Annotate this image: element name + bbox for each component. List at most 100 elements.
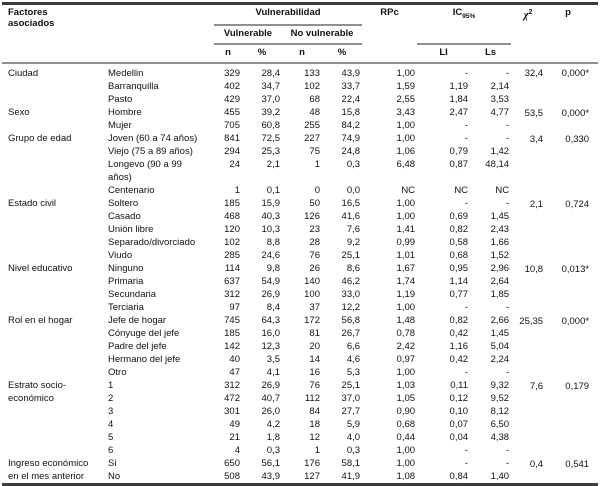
ci-upper-cell: 1,85 [490,288,510,300]
ci-lower-cell: 0,84 [449,470,469,482]
n-no-vulnerable-cell: 20 [309,340,320,352]
factor-level: Pasto [108,93,133,105]
n-no-vulnerable-cell: 1 [314,444,320,456]
ci-upper-cell: - [505,457,510,469]
ci-lower-cell: - [464,119,469,131]
factor-level: Padre del jefe [108,340,167,352]
factor-level: Si [108,457,117,469]
factor-level: Longevo (90 a 99 años) [108,158,182,183]
header-pct-vulnerable: % [257,46,267,58]
rpc-cell: 6,48 [396,158,416,170]
pct-no-vulnerable-cell: 7,6 [346,223,361,235]
pct-no-vulnerable-cell: 25,1 [341,249,361,261]
n-no-vulnerable-cell: 133 [304,67,320,79]
ci-lower-cell: 0,12 [449,392,469,404]
header-pct-no-vulnerable: % [337,46,347,58]
n-no-vulnerable-cell: 23 [309,223,320,235]
ci-upper-cell: 2,64 [490,275,510,287]
pct-vulnerable-cell: 40,7 [261,392,281,404]
ci-upper-cell: 9,52 [490,392,510,404]
ci-subscript: 95% [462,12,476,20]
rpc-cell: 1,00 [396,444,416,456]
n-no-vulnerable-cell: 12 [309,431,320,443]
factor-level: 3 [108,405,114,417]
ci-upper-cell: 4,77 [490,106,510,118]
table-row: Sexo Hombre 455 39,2 48 15,8 3,43 2,47 4,77 53,5 0… [2,106,598,119]
factor-level: 6 [108,444,114,456]
factor-level: Unión libre [108,223,154,235]
pct-no-vulnerable-cell: 46,2 [341,275,361,287]
n-no-vulnerable-cell: 76 [309,249,320,261]
pct-vulnerable-cell: 1,8 [266,431,280,443]
rpc-cell: 1,00 [396,301,416,313]
n-vulnerable-cell: 312 [224,288,240,300]
table-row: Viejo (75 a 89 años) 294 25,3 75 24,8 1,06 0,7… [2,145,598,158]
n-no-vulnerable-cell: 75 [309,145,320,157]
ci-lower-cell: 1,19 [449,80,469,92]
pct-no-vulnerable-cell: 27,7 [341,405,361,417]
n-vulnerable-cell: 4 [234,444,240,456]
table-row: Terciaria 97 8,4 37 12,2 1,00 - - [2,301,598,314]
chi-square-cell: 25,35 [519,315,544,327]
ci-lower-cell: 0,68 [449,249,469,261]
pct-no-vulnerable-cell: 9,2 [346,236,361,248]
rpc-cell: 1,67 [396,262,416,274]
factor-level: Terciaria [108,301,144,313]
table-row: Cónyuge del jefe 185 16,0 81 26,7 0,78 0,42 1,4… [2,327,598,340]
n-vulnerable-cell: 402 [224,80,240,92]
chi-glyph: χ [523,10,529,22]
factor-level: Casado [108,210,141,222]
n-no-vulnerable-cell: 172 [304,314,320,326]
table-row: Barranquilla 402 34,7 102 33,7 1,59 1,19 2,14 [2,80,598,93]
factor-category: Grupo de edad [8,132,72,144]
factor-level: Soltero [108,197,139,209]
rpc-cell: 1,74 [396,275,416,287]
factor-level: Mujer [108,119,132,131]
table-row: Otro 47 4,1 16 5,3 1,00 - - [2,366,598,379]
n-no-vulnerable-cell: 26 [309,262,320,274]
pct-vulnerable-cell: 15,9 [261,197,281,209]
factor-level: Cónyuge del jefe [108,327,180,339]
n-vulnerable-cell: 49 [229,418,240,430]
p-value-cell: 0,179 [565,380,590,392]
ci-upper-cell: 3,53 [490,93,510,105]
ci-upper-cell: 2,96 [490,262,510,274]
ci-upper-cell: 1,45 [490,210,510,222]
n-no-vulnerable-cell: 140 [304,275,320,287]
pct-vulnerable-cell: 24,6 [261,249,281,261]
ci-upper-cell: 2,14 [490,80,510,92]
p-value-cell: 0,541 [565,458,590,470]
header-no-vulnerable: No vulnerable [282,24,363,45]
n-no-vulnerable-cell: 16 [309,366,320,378]
pct-no-vulnerable-cell: 0,3 [346,158,361,170]
ci-lower-cell: 0,77 [449,288,469,300]
ci-upper-cell: 6,50 [490,418,510,430]
pct-vulnerable-cell: 0,3 [266,444,280,456]
rpc-cell: 1,00 [396,366,416,378]
n-vulnerable-cell: 294 [224,145,240,157]
rpc-cell: 1,00 [396,119,416,131]
pct-vulnerable-cell: 0,1 [266,184,280,196]
pct-no-vulnerable-cell: 4,0 [346,431,361,443]
header-ci-upper: Ls [485,46,497,58]
ci-lower-cell: - [464,457,469,469]
chi-square-cell: 0,4 [529,458,544,470]
ci-lower-cell: 0,07 [449,418,469,430]
p-value-cell: 0,724 [565,198,590,210]
table-row: Padre del jefe 142 12,3 20 6,6 2,42 1,16 5,04 [2,340,598,353]
ci-lower-cell: - [464,132,469,144]
n-vulnerable-cell: 24 [229,158,240,170]
rpc-cell: 0,78 [396,327,416,339]
n-no-vulnerable-cell: 126 [304,210,320,222]
rpc-cell: 1,08 [396,470,416,482]
pct-no-vulnerable-cell: 41,9 [341,470,361,482]
table-row: Pasto 429 37,0 68 22,4 2,55 1,84 3,53 [2,93,598,106]
ci-upper-cell: - [505,119,510,131]
pct-no-vulnerable-cell: 5,9 [346,418,361,430]
pct-vulnerable-cell: 4,2 [266,418,280,430]
pct-vulnerable-cell: 26,9 [261,379,281,391]
pct-vulnerable-cell: 8,4 [266,301,280,313]
table-row: Nivel educativo Ninguno 114 9,8 26 8,6 1,67 0,9… [2,262,598,275]
